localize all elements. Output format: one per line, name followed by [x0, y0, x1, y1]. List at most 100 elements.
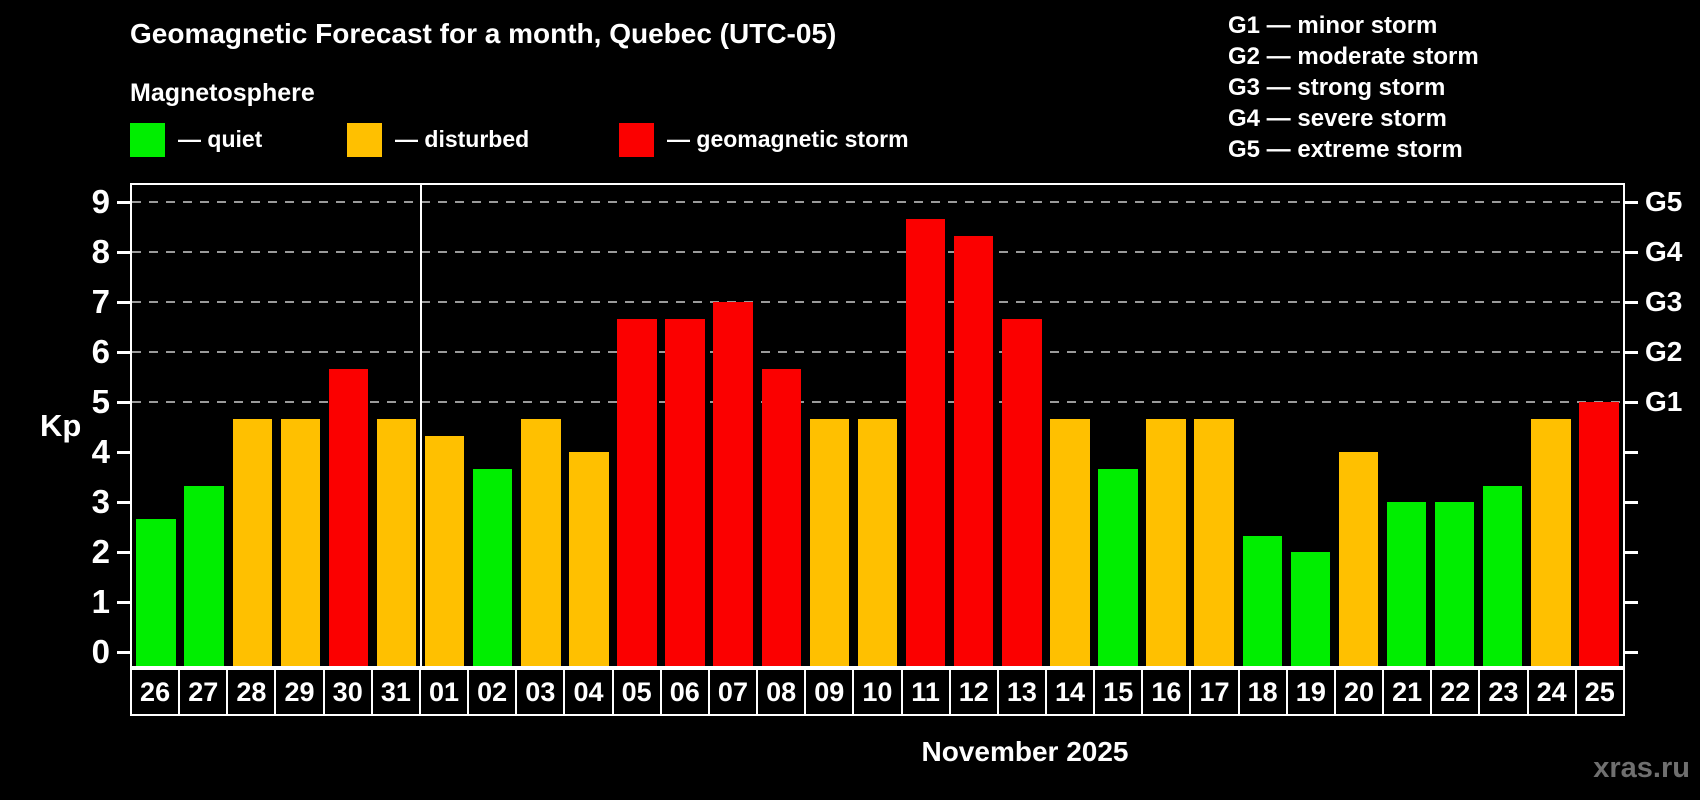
y-axis-tick	[117, 351, 130, 354]
bar-day-27	[184, 485, 224, 666]
right-axis-tick	[1625, 251, 1638, 254]
g3-legend-line: G3 — strong storm	[1228, 74, 1446, 101]
bar-day-02	[473, 468, 513, 666]
bar-day-11	[905, 218, 946, 666]
bar-day-06	[665, 318, 705, 666]
day-label-cell-30: 30	[322, 668, 373, 716]
gridline-kp9	[132, 201, 1623, 203]
right-axis-tick	[1625, 601, 1638, 604]
bar-day-16	[1146, 418, 1186, 666]
day-label-cell-23: 23	[1478, 668, 1529, 716]
y-tick-label-0: 0	[91, 633, 110, 670]
bar-day-09	[809, 418, 850, 666]
day-label-cell-28: 28	[226, 668, 277, 716]
day-label-cell-07: 07	[707, 668, 759, 716]
y-axis-tick	[117, 251, 130, 254]
y-axis-label: Kp	[40, 408, 82, 443]
g-scale-legend: G1 — minor storm G2 — moderate storm G3 …	[1228, 10, 1479, 165]
bar-day-17	[1194, 418, 1234, 666]
quiet-label: — quiet	[178, 126, 263, 152]
day-label-cell-04: 04	[563, 668, 614, 716]
y-axis-tick	[117, 401, 130, 404]
y-axis-tick	[117, 201, 130, 204]
y-axis-tick	[117, 651, 130, 654]
day-label-cell-19: 19	[1285, 668, 1336, 716]
gridline-kp7	[132, 301, 1623, 303]
g5-legend-line: G5 — extreme storm	[1228, 136, 1463, 163]
day-label-cell-25: 25	[1574, 668, 1625, 716]
right-axis-tick	[1625, 501, 1638, 504]
bar-day-26	[136, 518, 176, 666]
bar-day-31	[376, 418, 417, 666]
y-axis-tick	[117, 501, 130, 504]
day-label-cell-06: 06	[659, 668, 710, 716]
day-label-cell-14: 14	[1044, 668, 1096, 716]
y-tick-label-6: 6	[91, 333, 110, 370]
g-level-label-g3: G3	[1645, 286, 1683, 317]
day-label-cell-11: 11	[900, 668, 951, 716]
g2-legend-line: G2 — moderate storm	[1228, 43, 1479, 70]
right-axis-tick	[1625, 651, 1638, 654]
bar-day-10	[857, 418, 898, 666]
y-axis-tick	[117, 301, 130, 304]
g4-legend-line: G4 — severe storm	[1228, 105, 1447, 132]
day-label-cell-01: 01	[418, 668, 470, 716]
bar-day-28	[232, 418, 272, 666]
right-axis-tick	[1625, 201, 1638, 204]
day-label-cell-21: 21	[1382, 668, 1433, 716]
color-legend: — quiet — disturbed — geomagnetic storm	[130, 122, 1080, 158]
y-tick-label-1: 1	[91, 583, 110, 620]
bar-day-04	[569, 452, 609, 666]
gridline-kp8	[132, 251, 1623, 253]
day-label-cell-26: 26	[130, 668, 181, 716]
y-tick-label-4: 4	[91, 433, 110, 470]
right-axis-tick	[1625, 551, 1638, 554]
bar-day-14	[1050, 418, 1090, 666]
bar-day-20	[1338, 452, 1379, 666]
day-label-cell-05: 05	[611, 668, 662, 716]
day-label-cell-10: 10	[852, 668, 903, 716]
chart-title: Geomagnetic Forecast for a month, Quebec…	[130, 18, 837, 49]
y-tick-label-9: 9	[91, 183, 110, 220]
right-axis-tick	[1625, 451, 1638, 454]
day-label-cell-02: 02	[467, 668, 518, 716]
bar-day-15	[1098, 468, 1138, 666]
day-label-cell-03: 03	[515, 668, 566, 716]
y-tick-label-5: 5	[91, 383, 110, 420]
bar-day-22	[1434, 502, 1475, 666]
y-tick-label-2: 2	[91, 533, 110, 570]
day-label-cell-12: 12	[948, 668, 999, 716]
day-label-cell-16: 16	[1141, 668, 1192, 716]
day-label-cell-22: 22	[1430, 668, 1481, 716]
right-axis-tick	[1625, 301, 1638, 304]
disturbed-label: — disturbed	[395, 126, 530, 152]
bar-day-23	[1483, 485, 1523, 666]
bar-day-24	[1531, 418, 1571, 666]
storm-swatch-icon	[619, 123, 654, 157]
bar-day-03	[521, 418, 561, 666]
day-label-cell-20: 20	[1333, 668, 1385, 716]
bar-day-12	[953, 235, 994, 666]
y-tick-label-7: 7	[91, 283, 110, 320]
bar-day-13	[1002, 318, 1042, 666]
day-label-cell-29: 29	[274, 668, 325, 716]
y-axis-tick	[117, 601, 130, 604]
day-label-cell-18: 18	[1237, 668, 1288, 716]
gridline-kp5	[132, 401, 1623, 403]
right-axis-tick	[1625, 401, 1638, 404]
day-label-cell-24: 24	[1526, 668, 1577, 716]
g-level-label-g1: G1	[1645, 386, 1683, 417]
bar-day-08	[761, 368, 802, 666]
bar-day-21	[1386, 502, 1427, 666]
chart-subtitle: Magnetosphere	[130, 79, 315, 107]
y-axis-tick	[117, 551, 130, 554]
bar-day-29	[280, 418, 321, 666]
x-axis-day-labels: 26 27 28 29 30 31 01 02 03 04 05 06 07 08 09 10 11 12 13 14…	[130, 668, 1625, 716]
day-label-cell-15: 15	[1093, 668, 1144, 716]
bar-day-18	[1242, 535, 1282, 666]
g-level-label-g5: G5	[1645, 186, 1683, 217]
gridline-kp6	[132, 351, 1623, 353]
right-axis-tick	[1625, 351, 1638, 354]
storm-label: — geomagnetic storm	[667, 126, 909, 152]
